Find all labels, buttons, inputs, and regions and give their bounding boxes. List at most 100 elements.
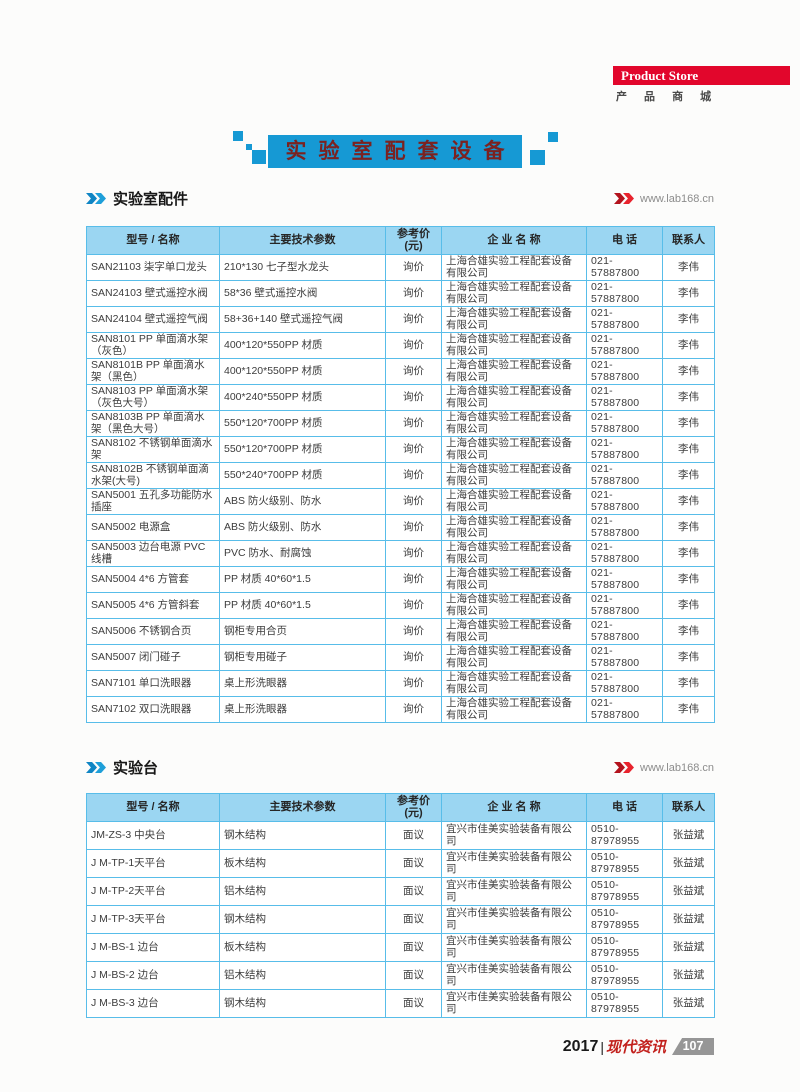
cell-contact: 张益斌 (662, 821, 715, 850)
chevron-right-icon (623, 762, 634, 773)
cell-company: 上海合雄实验工程配套设备有限公司 (441, 254, 587, 281)
cell-company: 上海合雄实验工程配套设备有限公司 (441, 280, 587, 307)
cell-phone: 021-57887800 (586, 306, 663, 333)
column-header: 联系人 (662, 226, 715, 255)
cell-contact: 李伟 (662, 644, 715, 671)
table-row: SAN21103 柒字单口龙头 210*130 七子型水龙头 询价 上海合雄实验工程配… (86, 254, 715, 281)
cell-params: 钢木结构 (219, 905, 386, 934)
cell-company: 上海合雄实验工程配套设备有限公司 (441, 540, 587, 567)
website-link: www.lab168.cn (640, 761, 714, 774)
column-header: 参考价(元) (385, 226, 442, 255)
chevron-right-icon (614, 193, 625, 204)
cell-params: 钢木结构 (219, 821, 386, 850)
cell-phone: 021-57887800 (586, 332, 663, 359)
cell-model: SAN8102B 不锈钢单面滴水架(大号) (86, 462, 220, 489)
cell-model: SAN8101B PP 单面滴水架（黑色） (86, 358, 220, 385)
table-row: SAN5002 电源盒 ABS 防火级别、防水 询价 上海合雄实验工程配套设备有限公司… (86, 514, 715, 541)
cell-params: 400*120*550PP 材质 (219, 358, 386, 385)
cell-contact: 李伟 (662, 358, 715, 385)
cell-model: SAN5001 五孔多功能防水插座 (86, 488, 220, 515)
cell-phone: 021-57887800 (586, 462, 663, 489)
column-header: 主要技术参数 (219, 226, 386, 255)
cell-contact: 李伟 (662, 436, 715, 463)
cell-phone: 021-57887800 (586, 280, 663, 307)
table-row: SAN5001 五孔多功能防水插座 ABS 防火级别、防水 询价 上海合雄实验工程配套… (86, 488, 715, 515)
cell-company: 宜兴市佳美实验装备有限公司 (441, 989, 587, 1018)
cell-params: 550*240*700PP 材质 (219, 462, 386, 489)
cell-params: 400*120*550PP 材质 (219, 332, 386, 359)
cell-params: PP 材质 40*60*1.5 (219, 592, 386, 619)
cell-contact: 李伟 (662, 384, 715, 411)
cell-model: J M-BS-3 边台 (86, 989, 220, 1018)
cell-company: 上海合雄实验工程配套设备有限公司 (441, 358, 587, 385)
table-row: SAN8102B 不锈钢单面滴水架(大号) 550*240*700PP 材质 询价上… (86, 462, 715, 489)
cell-company: 上海合雄实验工程配套设备有限公司 (441, 644, 587, 671)
cell-price: 询价 (385, 618, 442, 645)
table-row: SAN24104 壁式遥控气阀 58+36+140 壁式遥控气阀 询价 上海合雄实验工… (86, 306, 715, 333)
cell-price: 面议 (385, 905, 442, 934)
cell-price: 询价 (385, 436, 442, 463)
cell-company: 宜兴市佳美实验装备有限公司 (441, 821, 587, 850)
page-title-banner: 实验室配套设备 (268, 135, 522, 168)
cell-contact: 李伟 (662, 488, 715, 515)
cell-params: 桌上形洗眼器 (219, 670, 386, 697)
decor-square (246, 144, 252, 150)
cell-contact: 张益斌 (662, 905, 715, 934)
table-row: SAN5005 4*6 方管斜套 PP 材质 40*60*1.5 询价 上海合雄实验工… (86, 592, 715, 619)
table-header-row: 型号 / 名称 主要技术参数 参考价(元) 企 业 名 称电 话联系人 (86, 226, 715, 255)
table-row: SAN8101B PP 单面滴水架（黑色） 400*120*550PP 材质 询价上… (86, 358, 715, 385)
cell-price: 询价 (385, 254, 442, 281)
cell-contact: 张益斌 (662, 933, 715, 962)
cell-contact: 李伟 (662, 670, 715, 697)
cell-contact: 李伟 (662, 592, 715, 619)
cell-model: J M-TP-3天平台 (86, 905, 220, 934)
cell-phone: 0510-87978955 (586, 905, 663, 934)
cell-phone: 021-57887800 (586, 410, 663, 437)
page-title: 实验室配套设备 (285, 140, 517, 163)
cell-model: SAN5005 4*6 方管斜套 (86, 592, 220, 619)
cell-price: 面议 (385, 933, 442, 962)
table-row: SAN5004 4*6 方管套 PP 材质 40*60*1.5 询价 上海合雄实验工程… (86, 566, 715, 593)
table-row: SAN8103 PP 单面滴水架（灰色大号） 400*240*550PP 材质 询价… (86, 384, 715, 411)
cell-phone: 021-57887800 (586, 384, 663, 411)
cell-contact: 张益斌 (662, 849, 715, 878)
cell-model: SAN5007 闭门碰子 (86, 644, 220, 671)
cell-company: 上海合雄实验工程配套设备有限公司 (441, 566, 587, 593)
accessories-table: 型号 / 名称 主要技术参数 参考价(元) 企 业 名 称电 话联系人 SAN2110… (86, 226, 715, 723)
table-row: SAN5006 不锈钢合页 钢柜专用合页 询价 上海合雄实验工程配套设备有限公司 021… (86, 618, 715, 645)
product-store-banner: Product Store (613, 66, 790, 85)
table-row: J M-BS-2 边台 铝木结构 面议 宜兴市佳美实验装备有限公司 0510-87978… (86, 961, 715, 990)
cell-phone: 0510-87978955 (586, 933, 663, 962)
footer-separator: | (600, 1038, 604, 1055)
cell-params: 550*120*700PP 材质 (219, 436, 386, 463)
cell-params: 板木结构 (219, 933, 386, 962)
cell-price: 询价 (385, 280, 442, 307)
cell-company: 上海合雄实验工程配套设备有限公司 (441, 618, 587, 645)
chevron-right-icon (86, 193, 97, 204)
cell-params: 550*120*700PP 材质 (219, 410, 386, 437)
cell-price: 询价 (385, 410, 442, 437)
table-row: J M-BS-1 边台 板木结构 面议 宜兴市佳美实验装备有限公司 0510-87978… (86, 933, 715, 962)
cell-company: 上海合雄实验工程配套设备有限公司 (441, 696, 587, 723)
column-header: 参考价(元) (385, 793, 442, 822)
cell-model: J M-TP-2天平台 (86, 877, 220, 906)
decor-square (233, 131, 243, 141)
cell-model: SAN8101 PP 单面滴水架（灰色） (86, 332, 220, 359)
cell-company: 上海合雄实验工程配套设备有限公司 (441, 670, 587, 697)
cell-model: SAN5006 不锈钢合页 (86, 618, 220, 645)
column-header: 企 业 名 称 (441, 226, 587, 255)
cell-company: 宜兴市佳美实验装备有限公司 (441, 849, 587, 878)
cell-contact: 张益斌 (662, 877, 715, 906)
section-title: 实验台 (113, 760, 159, 777)
cell-price: 面议 (385, 877, 442, 906)
cell-phone: 021-57887800 (586, 540, 663, 567)
chevron-right-icon (623, 193, 634, 204)
cell-model: SAN7101 单口洗眼器 (86, 670, 220, 697)
cell-model: SAN24103 壁式遥控水阀 (86, 280, 220, 307)
cell-contact: 李伟 (662, 514, 715, 541)
cell-company: 上海合雄实验工程配套设备有限公司 (441, 514, 587, 541)
cell-price: 面议 (385, 989, 442, 1018)
cell-company: 宜兴市佳美实验装备有限公司 (441, 961, 587, 990)
cell-phone: 021-57887800 (586, 254, 663, 281)
cell-params: 58+36+140 壁式遥控气阀 (219, 306, 386, 333)
